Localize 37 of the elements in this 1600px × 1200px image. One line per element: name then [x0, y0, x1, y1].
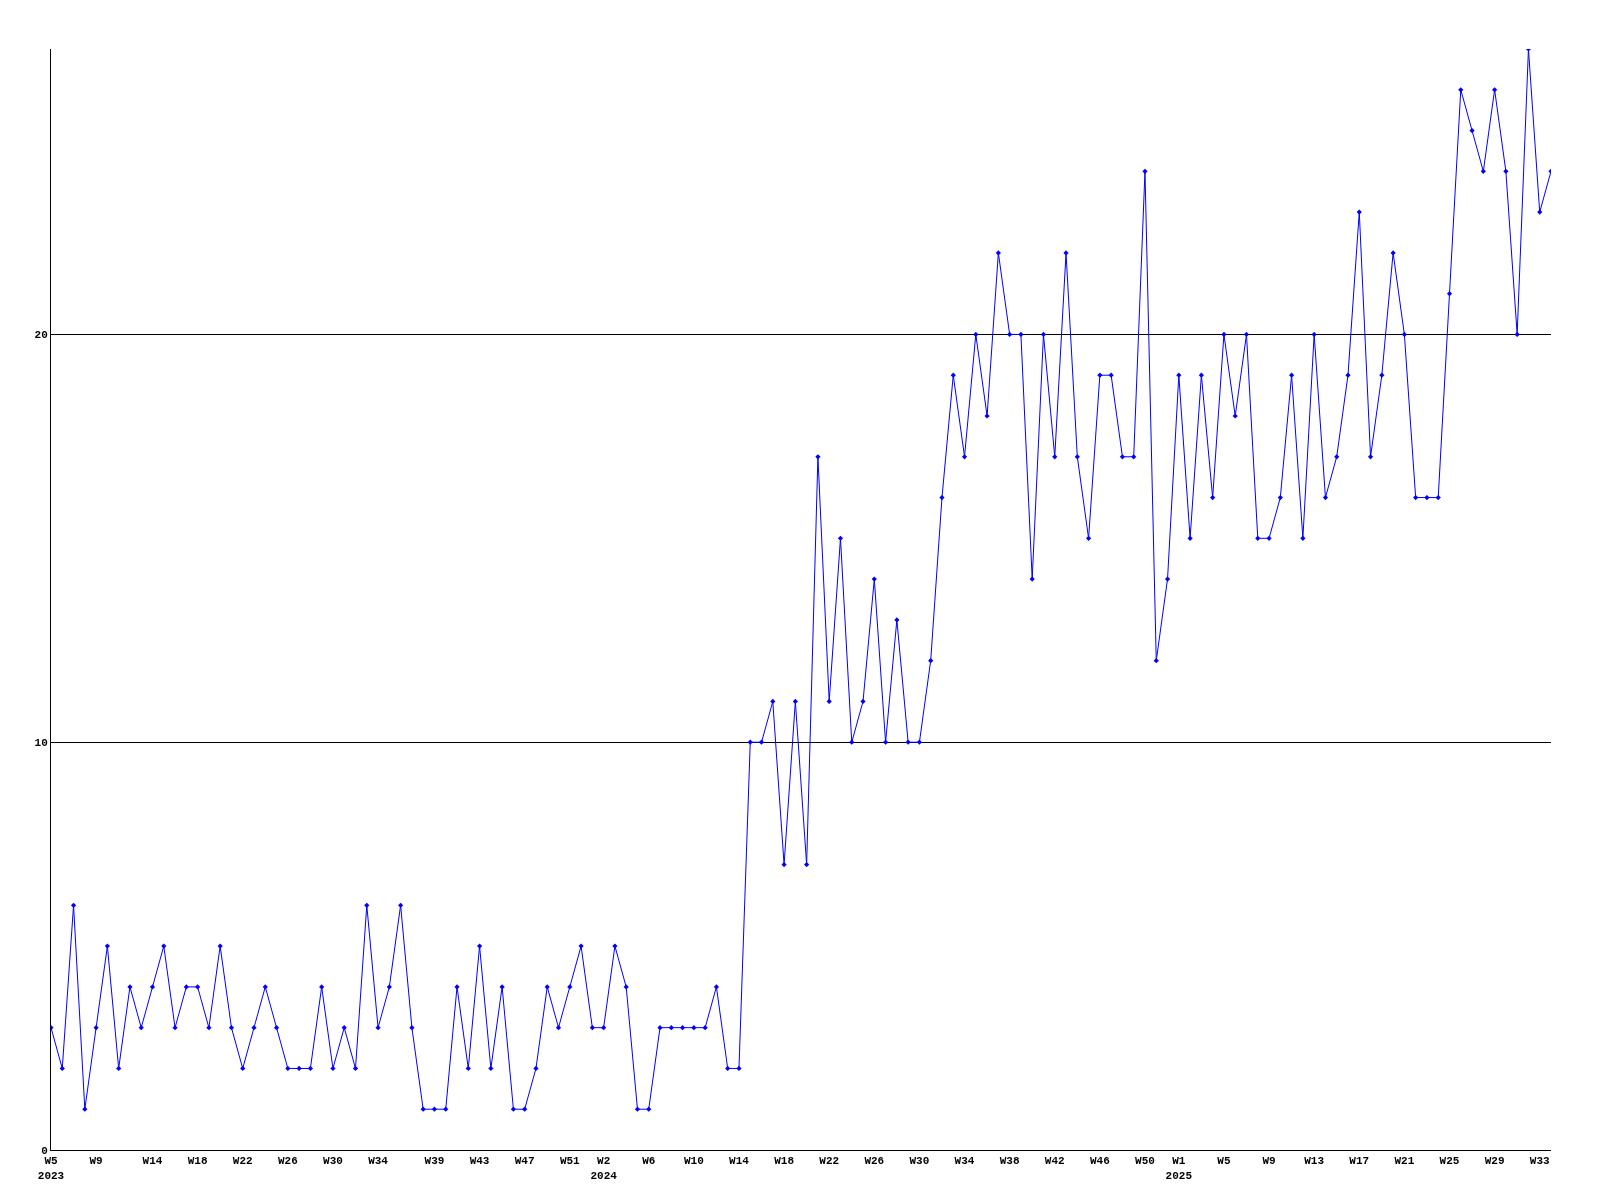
x-tick-label: W9 — [89, 1155, 103, 1168]
x-tick-label: W1 2025 — [1165, 1155, 1193, 1182]
x-tick-label: W14 — [142, 1155, 163, 1168]
x-tick-label: W26 — [277, 1155, 298, 1168]
x-tick-label: W22 — [232, 1155, 253, 1168]
x-tick-label: W13 — [1304, 1155, 1325, 1168]
x-tick-label: W18 — [187, 1155, 208, 1168]
x-tick-label: W29 — [1484, 1155, 1505, 1168]
x-tick-label: W25 — [1439, 1155, 1460, 1168]
x-tick-label: W18 — [774, 1155, 795, 1168]
x-tick-label: W30 — [323, 1155, 343, 1168]
x-tick-label: W14 — [729, 1155, 750, 1168]
x-tick-label: W33 — [1529, 1155, 1551, 1168]
x-tick-label: W30 — [909, 1155, 930, 1168]
x-tick-label: W34 — [368, 1155, 389, 1168]
x-tick-label: W51 — [559, 1155, 581, 1168]
x-tick-label: W17 — [1349, 1155, 1370, 1168]
x-tick-label: W38 — [999, 1155, 1020, 1168]
x-tick-label: W46 — [1089, 1155, 1110, 1168]
x-tick-label: W5 — [1217, 1155, 1231, 1168]
x-tick-label: W43 — [469, 1155, 490, 1168]
x-tick-label: W6 — [642, 1155, 656, 1168]
y-tick-label: 20 — [34, 329, 48, 342]
x-tick-label: W39 — [424, 1155, 445, 1168]
x-tick-label: W5 2023 — [37, 1155, 65, 1182]
x-tick-label: W9 — [1262, 1155, 1276, 1168]
x-tick-label: W2 2024 — [590, 1155, 618, 1182]
x-tick-label: W10 — [683, 1155, 704, 1168]
y-tick-label: 0 — [41, 1144, 48, 1157]
x-tick-label: W26 — [864, 1155, 885, 1168]
x-tick-label: W34 — [954, 1155, 975, 1168]
x-tick-label: W21 — [1394, 1155, 1415, 1168]
x-tick-label: W50 — [1135, 1155, 1155, 1168]
x-tick-label: W47 — [514, 1155, 535, 1168]
x-tick-label: W22 — [819, 1155, 840, 1168]
x-tick-label: W42 — [1044, 1155, 1065, 1168]
y-tick-label: 10 — [34, 737, 48, 750]
